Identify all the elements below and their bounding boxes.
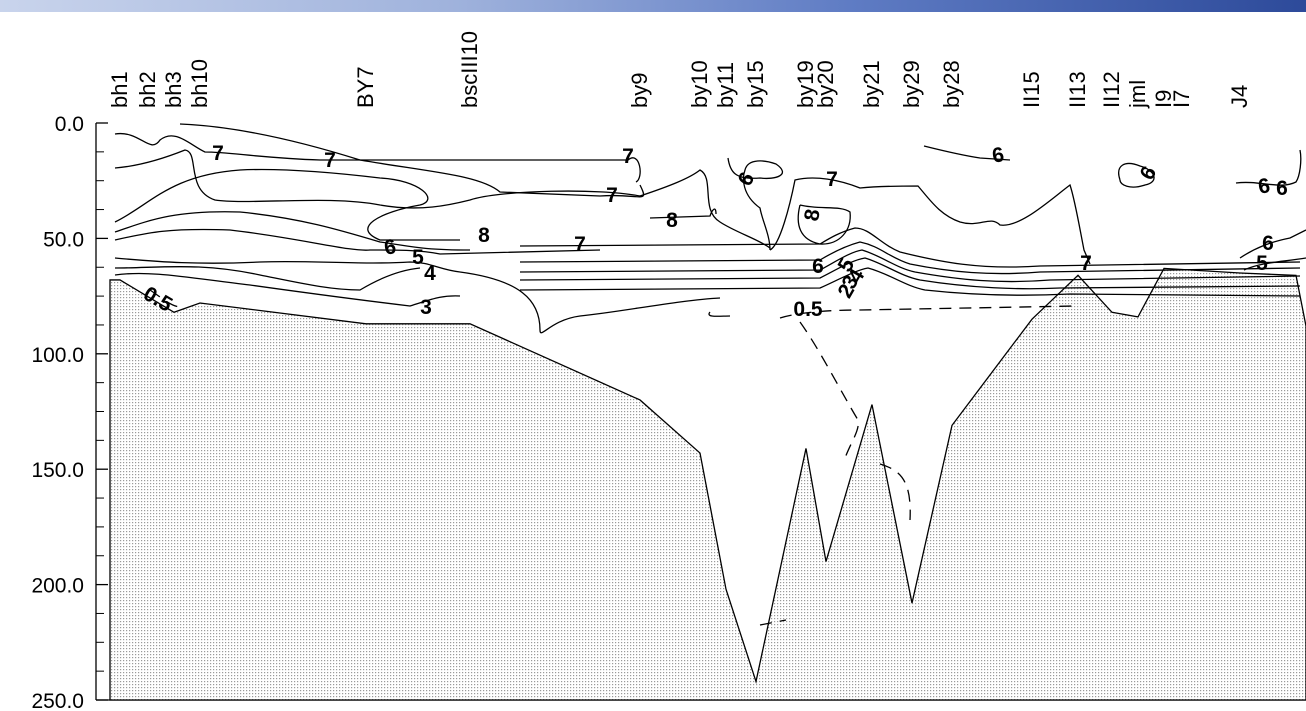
contour-label: 8: [666, 209, 678, 232]
y-tick-label: 50.0: [43, 228, 84, 251]
seabed-fill: [109, 267, 1306, 701]
contour-label: 7: [826, 168, 838, 191]
contour-line: [519, 249, 1301, 283]
contour-label: 7: [1080, 252, 1092, 275]
contour-line: [114, 132, 641, 183]
station-label: bh1: [107, 71, 132, 108]
contour-line: [114, 257, 461, 273]
y-axis: 0.0 50.0 100.0 150.0 200.0 250.0: [31, 113, 108, 711]
station-label: I9: [1151, 90, 1176, 108]
contour-label: 3: [420, 296, 432, 319]
contour-line: [1243, 257, 1306, 271]
station-label: by10: [687, 60, 712, 108]
contour-line: [1118, 162, 1155, 188]
contour-line: [769, 177, 1091, 265]
station-label: I7: [1169, 90, 1194, 108]
contour-line: [519, 227, 1301, 268]
station-label: bh10: [187, 59, 212, 108]
contour-label: 5: [1256, 252, 1268, 275]
contour-line: [459, 271, 721, 334]
contour-line: [179, 123, 645, 198]
station-label: bscIII10: [457, 31, 482, 108]
contour-line: [649, 208, 717, 219]
contour-line: [114, 272, 461, 307]
contour-line: [1239, 229, 1306, 259]
station-label: II13: [1065, 71, 1090, 108]
contour-line: [114, 149, 641, 209]
station-label: bh3: [161, 71, 186, 108]
contour-label: 6: [990, 143, 1006, 168]
contour-label: 5: [412, 246, 424, 269]
station-label: BY7: [353, 66, 378, 108]
y-tick-label: 100.0: [31, 344, 84, 367]
station-labels: bh1 bh2 bh3 bh10 BY7 bscIII10 by9 by10 by11 by15 b…: [107, 31, 1252, 109]
station-label: by9: [627, 73, 652, 108]
contour-label: 6: [1136, 162, 1162, 184]
contour-label: 8: [478, 224, 490, 247]
station-label: jml: [1125, 80, 1150, 109]
dashed-contour-line: [799, 321, 859, 459]
contour-line: [923, 145, 1011, 161]
station-label: by21: [859, 60, 884, 108]
contour-label: 7: [574, 233, 586, 256]
contour-label: 4: [424, 262, 436, 285]
contour-line: [519, 241, 1301, 275]
contour-line: [114, 228, 601, 255]
y-tick-label: 150.0: [31, 459, 84, 482]
contour-line: [519, 267, 1301, 297]
dashed-contour-line: [759, 619, 787, 626]
contour-label: 6: [1256, 174, 1272, 199]
station-label: by15: [743, 60, 768, 108]
contour-label: 6: [1262, 232, 1274, 255]
contour-label: 8: [800, 207, 825, 223]
contour-line: [639, 169, 771, 249]
contour-line: [708, 311, 731, 317]
contour-label: 0.5: [793, 298, 823, 321]
contour-lines: [114, 123, 1306, 334]
top-gradient-band: [0, 0, 1306, 12]
contour-line: [519, 257, 1301, 290]
dashed-contour-line: [779, 305, 1077, 319]
contour-line: [114, 168, 460, 241]
station-label: bh2: [135, 71, 160, 108]
station-label: by19: [793, 60, 818, 108]
station-label: by20: [813, 60, 838, 108]
dashed-contours: [149, 289, 1077, 626]
contour-label: 6: [734, 168, 760, 190]
station-label: by29: [899, 60, 924, 108]
contour-label: 6: [1276, 177, 1288, 200]
dashed-contour-line: [149, 289, 186, 308]
contour-label: 7: [622, 145, 634, 168]
y-tick-label: 0.0: [55, 113, 84, 136]
station-label: by11: [713, 62, 738, 108]
station-label: II12: [1099, 71, 1124, 108]
contour-label: 7: [324, 149, 336, 172]
station-label: J4: [1227, 85, 1252, 108]
contour-line: [797, 204, 851, 245]
contour-line: [1235, 149, 1302, 186]
contour-label: 7: [212, 142, 224, 165]
station-label: by28: [939, 60, 964, 108]
dashed-contour-line: [879, 463, 911, 521]
contour-line: [727, 157, 784, 251]
contour-line: [114, 211, 471, 251]
y-tick-label: 200.0: [31, 575, 84, 598]
contour-line: [114, 265, 421, 291]
station-label: II15: [1019, 71, 1044, 108]
contour-label: 6: [812, 255, 824, 278]
contour-label: 7: [606, 184, 618, 207]
contour-label: 6: [382, 235, 398, 260]
y-tick-label: 250.0: [31, 690, 84, 711]
